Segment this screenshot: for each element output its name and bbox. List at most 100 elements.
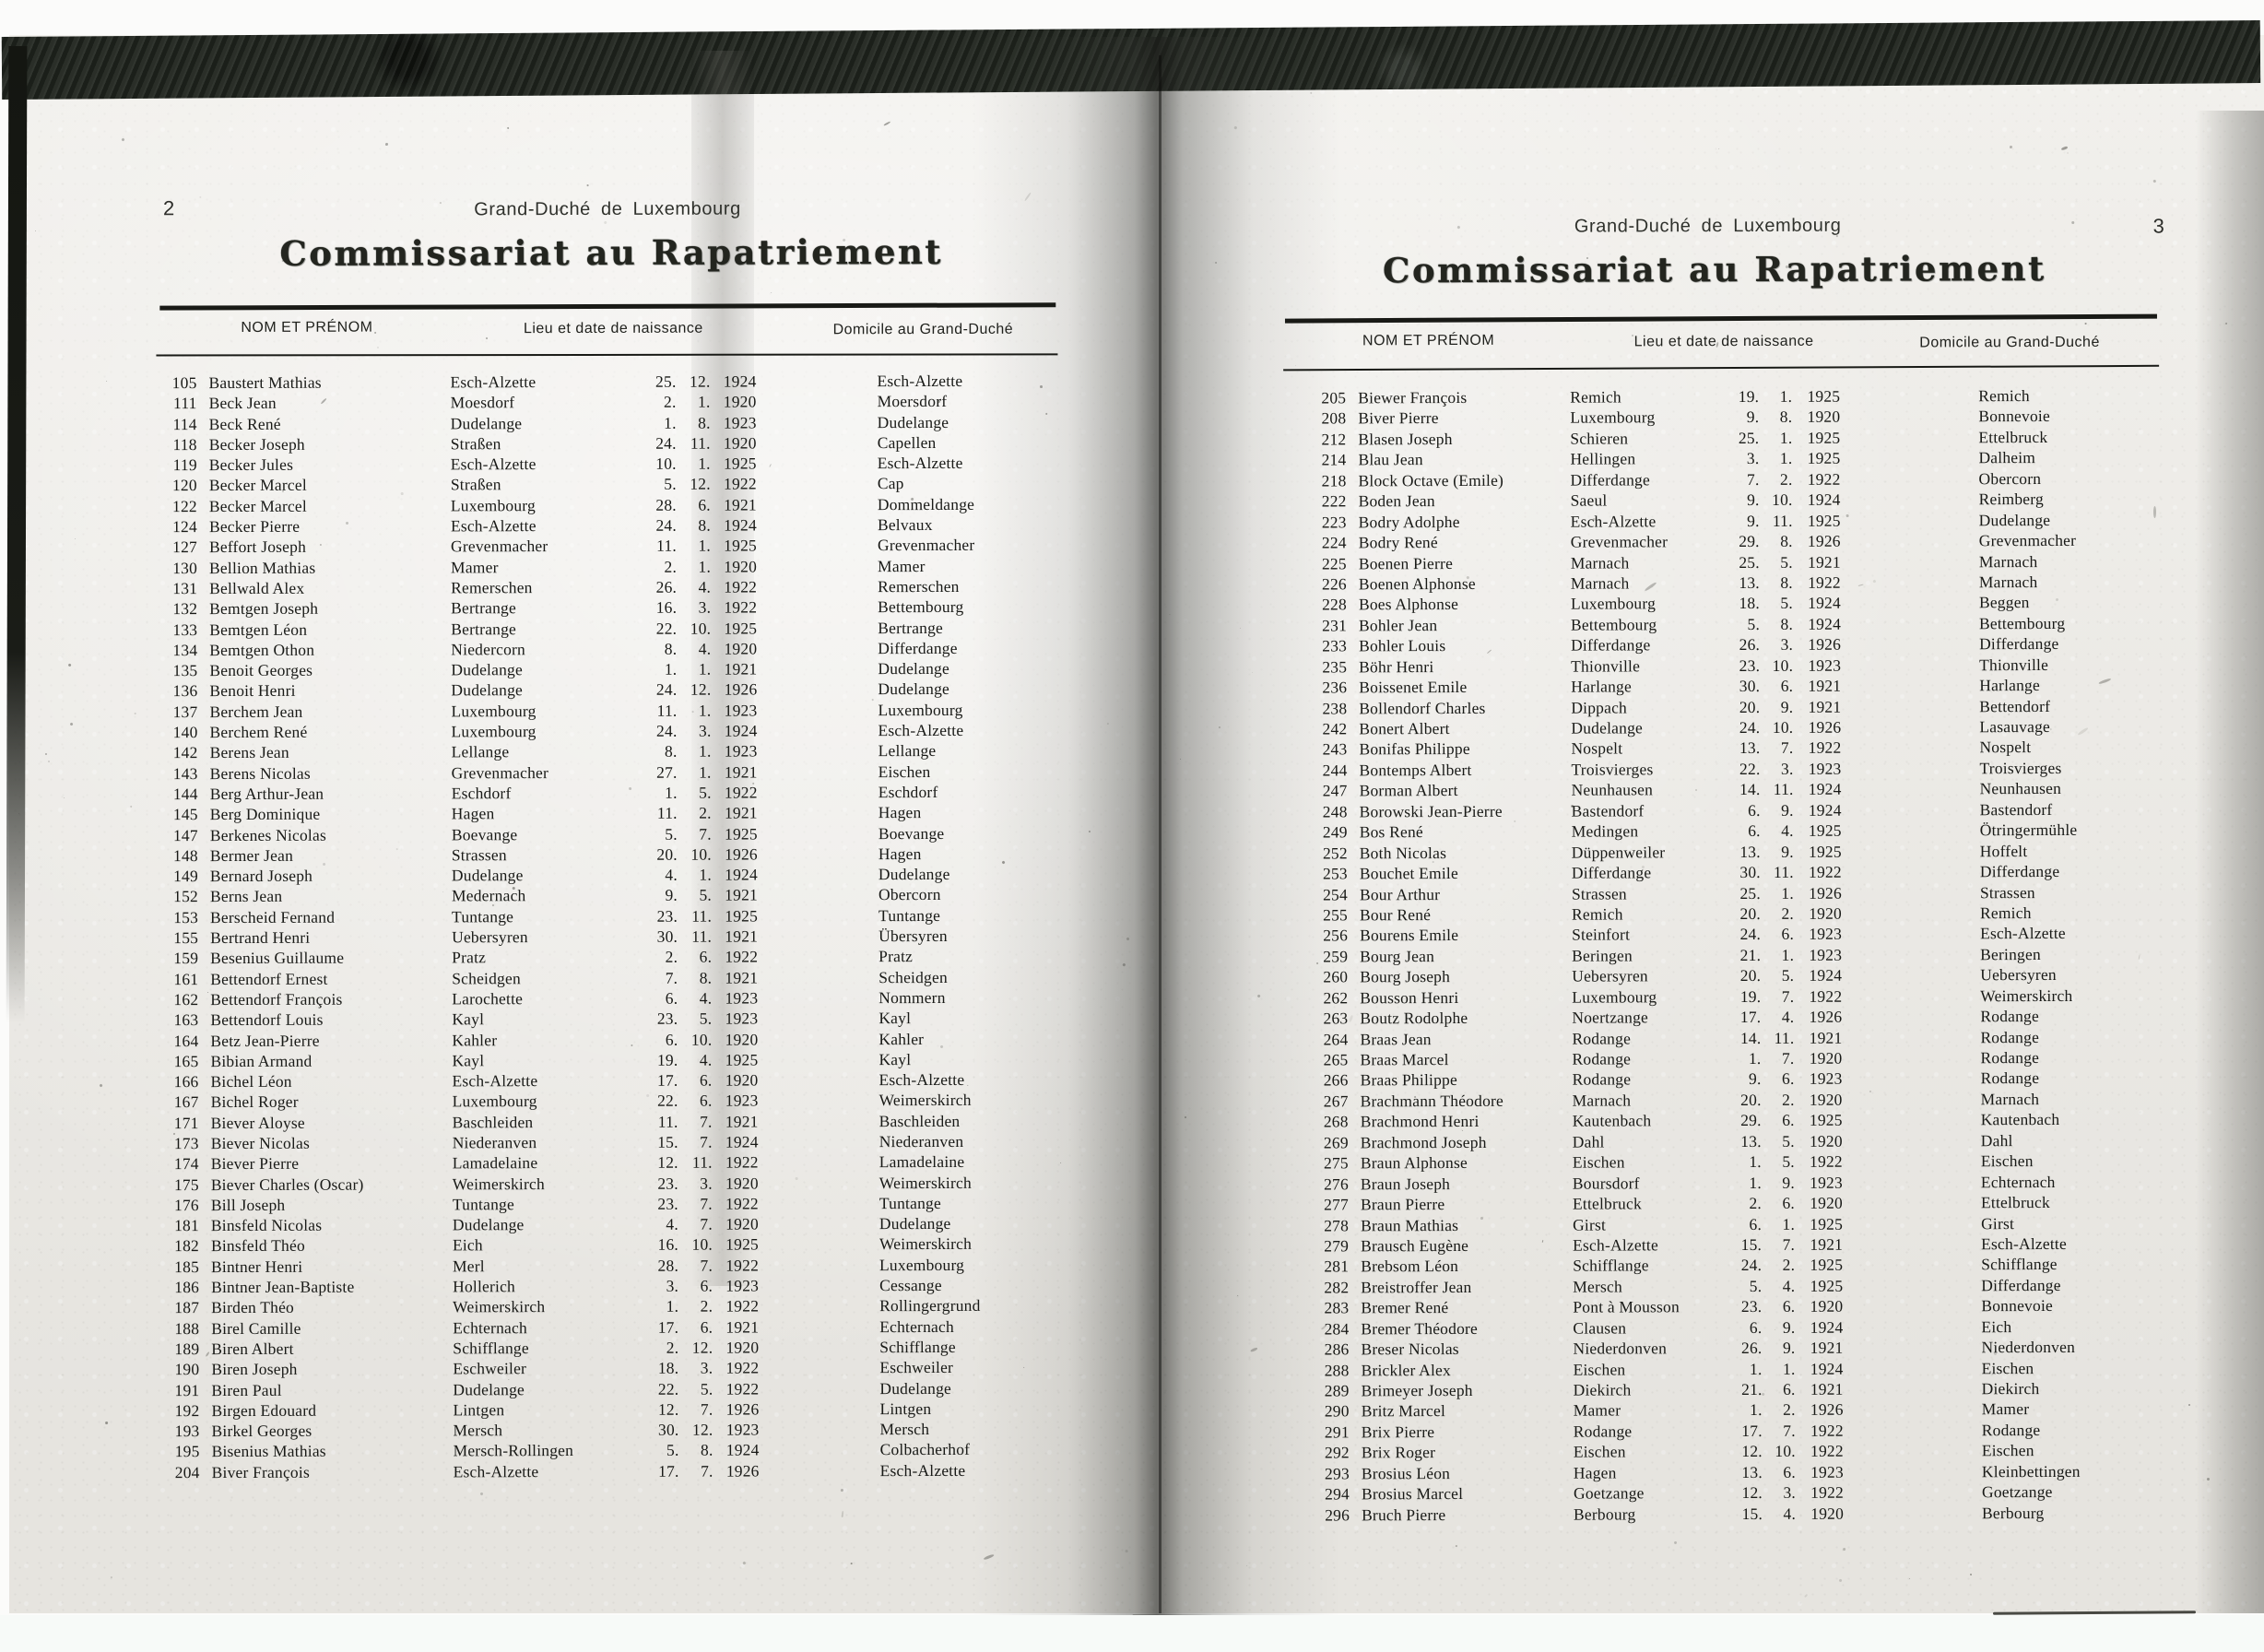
table-row: 182 Binsfeld Théo Eich 16. 10. 1925 Weimerskir… — [98, 1234, 1075, 1257]
table-row: 277 Braun Pierre Ettelbruck 2. 6. 1920 Ettelbr… — [1291, 1192, 2223, 1216]
domicile: Esch-Alzette — [877, 371, 963, 391]
birthplace: Beringen — [1572, 946, 1633, 965]
birth-day: 7. — [665, 968, 678, 987]
domicile: Weimerskirch — [878, 1173, 972, 1192]
table-row: 162 Bettendorf François Larochette 6. 4. 1923… — [97, 988, 1074, 1011]
birth-month: 2. — [1782, 1090, 1795, 1109]
birthplace: Rodange — [1573, 1422, 1633, 1441]
birthplace: Schifflange — [1573, 1256, 1649, 1276]
birth-month: 11. — [1774, 1028, 1795, 1047]
row-number: 127 — [172, 537, 198, 557]
birth-day: 5. — [1747, 614, 1761, 633]
table-row: 279 Brausch Eugène Esch-Alzette 15. 7. 1921 Es… — [1291, 1233, 2223, 1257]
birth-day: 30. — [657, 1420, 679, 1439]
birthplace: Marnach — [1572, 1091, 1632, 1110]
birth-year: 1922 — [725, 1379, 760, 1398]
row-number: 175 — [173, 1174, 199, 1194]
row-number: 235 — [1322, 657, 1348, 677]
domicile: Bettembourg — [1978, 613, 2066, 633]
row-number: 231 — [1322, 616, 1348, 635]
table-row: 140 Berchem René Luxembourg 24. 3. 1924 Esch-A… — [96, 721, 1073, 744]
birth-day: 23. — [657, 1174, 678, 1193]
birth-month: 4. — [1781, 821, 1794, 841]
birth-year: 1926 — [1808, 717, 1842, 737]
birth-year: 1921 — [1810, 1338, 1844, 1357]
person-name: Binsfeld Nicolas — [210, 1215, 323, 1235]
row-number: 276 — [1324, 1174, 1349, 1194]
birth-day: 28. — [657, 1256, 679, 1275]
person-name: Biever Pierre — [210, 1154, 300, 1174]
birth-year: 1922 — [1810, 1421, 1844, 1440]
person-name: Berchem Jean — [209, 702, 303, 721]
birthplace: Eischen — [1573, 1360, 1626, 1379]
row-number: 187 — [174, 1298, 200, 1317]
birthplace: Noertzange — [1572, 1008, 1649, 1027]
birth-day: 2. — [664, 393, 677, 412]
person-name: Bruch Pierre — [1362, 1504, 1446, 1524]
person-name: Bertrand Henri — [210, 927, 311, 948]
domicile: Dudelange — [877, 412, 949, 431]
row-number: 189 — [174, 1339, 200, 1359]
birth-year: 1922 — [1809, 986, 1843, 1006]
domicile: Dudelange — [1978, 510, 2051, 529]
birth-month: 4. — [699, 988, 713, 1008]
table-row: 255 Bour René Remich 20. 2. 1920 Remich — [1291, 903, 2222, 926]
row-number: 153 — [173, 907, 199, 926]
domicile: Niederdonven — [1981, 1338, 2076, 1357]
birth-month: 11. — [691, 926, 713, 946]
birth-year: 1920 — [725, 1338, 760, 1357]
birth-day: 6. — [1749, 1317, 1763, 1337]
row-number: 118 — [172, 434, 197, 454]
birthplace: Dippach — [1571, 698, 1628, 717]
birth-day: 22. — [657, 1379, 679, 1398]
row-number: 238 — [1322, 698, 1348, 718]
row-number: 253 — [1322, 864, 1348, 883]
birth-year: 1925 — [1807, 386, 1841, 406]
row-number: 284 — [1324, 1319, 1350, 1339]
birthplace: Dudelange — [451, 866, 524, 885]
birth-year: 1922 — [725, 1358, 760, 1377]
birthplace: Goetzange — [1573, 1483, 1645, 1503]
birth-year: 1922 — [725, 1256, 760, 1275]
row-number: 249 — [1322, 822, 1348, 842]
row-number: 225 — [1321, 553, 1347, 572]
birth-day: 15. — [1740, 1234, 1763, 1254]
person-name: Beffort Joseph — [208, 537, 307, 557]
birth-day: 20. — [1739, 697, 1761, 716]
birth-year: 1921 — [725, 885, 759, 905]
birthplace: Rodange — [1572, 1028, 1632, 1048]
birth-month: 5. — [1780, 552, 1793, 572]
birth-year: 1920 — [1809, 1048, 1843, 1068]
birth-year: 1923 — [723, 413, 757, 432]
birth-year: 1923 — [1809, 945, 1843, 964]
birth-month: 6. — [699, 947, 713, 966]
table-row: 193 Birkel Georges Mersch 30. 12. 1923 Mersch — [98, 1420, 1075, 1443]
person-name: Bour Arthur — [1359, 884, 1441, 903]
row-number: 259 — [1323, 947, 1349, 966]
birthplace: Luxembourg — [1570, 594, 1657, 614]
domicile: Marnach — [1978, 551, 2038, 571]
domicile: Dudelange — [878, 865, 950, 884]
person-name: Brickler Alex — [1361, 1360, 1451, 1379]
birth-day: 12. — [1741, 1442, 1763, 1461]
birth-month: 11. — [691, 906, 713, 926]
domicile: Remich — [1978, 386, 2030, 406]
birth-day: 20. — [1739, 966, 1762, 985]
table-row: 133 Bemtgen Léon Bertrange 22. 10. 1925 Bertra… — [96, 618, 1073, 641]
table-row: 186 Bintner Jean-Baptiste Hollerich 3. 6. 192… — [98, 1276, 1075, 1299]
row-number: 192 — [174, 1400, 200, 1421]
row-number: 247 — [1322, 781, 1348, 800]
domicile: Goetzange — [1981, 1482, 2053, 1502]
row-number: 236 — [1322, 678, 1348, 697]
domicile: Rodange — [1980, 1048, 2040, 1068]
birth-month: 7. — [700, 1194, 713, 1213]
birth-month: 7. — [700, 1399, 713, 1419]
row-number: 294 — [1325, 1484, 1350, 1504]
birth-year: 1922 — [1810, 1442, 1844, 1461]
person-name: Bintner Jean-Baptiste — [211, 1277, 355, 1297]
birth-day: 13. — [1739, 572, 1760, 592]
birthplace: Dudelange — [452, 1215, 525, 1234]
birth-year: 1921 — [725, 926, 759, 946]
table-row: 119 Becker Jules Esch-Alzette 10. 1. 1925 Esch… — [96, 454, 1073, 477]
birth-month: 1. — [698, 537, 712, 556]
